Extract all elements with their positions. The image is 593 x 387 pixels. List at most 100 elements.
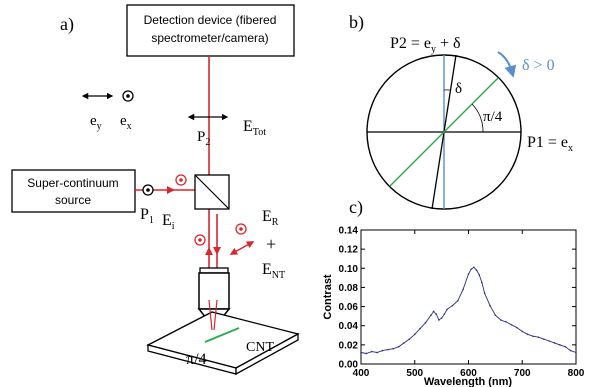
up-arrowhead: [205, 247, 213, 255]
ex-circle: [122, 90, 134, 102]
chart-y-tick-label: 0.10: [339, 264, 359, 275]
chart-data-point: [408, 338, 411, 340]
chart-data-point: [478, 274, 481, 276]
chart-data-point: [505, 321, 507, 323]
delta-positive-label: δ > 0: [522, 57, 555, 74]
ent-polarization-arrow: [229, 241, 255, 255]
chart-x-axis-label: Wavelength (nm): [424, 376, 513, 387]
chart-data-point: [559, 344, 561, 346]
source-box-line2: source: [55, 193, 91, 207]
ei-label: Ei: [162, 212, 175, 232]
chart-data-point: [403, 342, 405, 344]
p2-label: P2: [197, 129, 210, 148]
chart-data-point: [438, 319, 440, 321]
input-beam-arrowhead: [167, 186, 175, 194]
chart-y-tick-label: 0.00: [339, 360, 359, 371]
chart-data-point: [424, 322, 427, 324]
ex-dot: [126, 94, 130, 98]
sample-angle-label: π/4: [186, 351, 207, 368]
chart-data-point: [435, 313, 438, 316]
chart-data-point: [446, 308, 448, 311]
chart-data-point: [510, 323, 513, 326]
er-polarization-dot: [198, 238, 202, 242]
chart-data-point: [481, 281, 483, 284]
p1-label: P1: [140, 206, 154, 226]
sample-top: [146, 311, 300, 369]
chart-y-tick-label: 0.12: [339, 245, 359, 256]
rotation-arrow: [497, 51, 517, 78]
chart-y-tick-label: 0.02: [339, 340, 359, 351]
chart-data-point: [376, 351, 378, 354]
cnt-label: CNT: [246, 340, 274, 355]
chart-y-axis-label: Contrast: [322, 274, 334, 320]
p1-polarizer-dot: [146, 188, 150, 192]
chart-data-point: [473, 266, 475, 269]
panel-a: a) Detection device (fibered spectromete…: [11, 4, 300, 376]
chart-data-point: [470, 268, 472, 271]
chart-data-point: [569, 349, 572, 352]
ey-label: ey: [90, 113, 102, 132]
etot-label: ETot: [243, 118, 266, 138]
chart-data-point: [475, 269, 478, 272]
chart-data-point: [575, 351, 577, 354]
down-arrowhead: [213, 247, 221, 255]
chart-data-point: [360, 351, 362, 354]
diagonal-axis: [389, 77, 499, 187]
p1-equation: P1 = ex: [527, 134, 573, 154]
chart-data-point: [489, 304, 491, 307]
focus-beam-left: [208, 299, 213, 331]
chart-data-point: [537, 336, 540, 339]
objective-body: [198, 272, 230, 310]
chart-x-tick-label: 700: [514, 368, 531, 379]
chart-x-tick-label: 800: [568, 368, 585, 379]
sample-side: [235, 332, 299, 376]
chart-y-ticks: 0.00 0.02 0.04 0.06 0.08 0.10 0.12 0.14: [339, 226, 576, 371]
chart-data-point: [548, 340, 550, 342]
chart-series-points: [360, 266, 577, 355]
chart-data-point: [397, 345, 400, 348]
chart-data-point: [516, 326, 518, 329]
detection-box-line2: spectrometer/camera): [151, 31, 268, 45]
chart-data-point: [381, 349, 384, 352]
chart-x-tick-label: 600: [460, 368, 477, 379]
chart-x-tick-label: 500: [406, 368, 423, 379]
pi4-arc: [471, 103, 484, 133]
chart-x-ticks: 400 500 600 700 800: [353, 230, 585, 379]
chart-data-point: [456, 300, 459, 302]
chart-data-point: [494, 314, 497, 316]
panel-b: b) P2 = ey + δ δ > 0 δ π/4 P1 = ex: [349, 12, 573, 210]
chart-y-tick-label: 0.04: [339, 321, 359, 332]
chart-data-point: [419, 327, 421, 330]
chart-data-point: [440, 317, 443, 319]
chart-data-point: [542, 338, 545, 340]
beam-splitter-diagonal: [194, 174, 230, 210]
chart-data-point: [451, 304, 454, 307]
er-label: ER: [262, 208, 279, 228]
chart-data-point: [430, 314, 432, 316]
chart-data-point: [387, 348, 389, 351]
panel-b-label: b): [349, 12, 364, 33]
panel-c-label: c): [349, 197, 363, 218]
chart-data-point: [553, 342, 556, 344]
detection-box-line1: Detection device (fibered: [144, 13, 277, 27]
chart-data-point: [521, 330, 524, 333]
chart-data-point: [526, 333, 529, 336]
chart-data-point: [499, 319, 502, 321]
p2-equation: P2 = ey + δ: [390, 35, 461, 55]
chart-data-point: [413, 333, 416, 336]
cnt-line: [204, 327, 240, 343]
chart-y-tick-label: 0.08: [339, 283, 359, 294]
chart-data-point: [443, 313, 446, 316]
chart-data-point: [365, 352, 368, 355]
ent-polarization-dot: [239, 227, 243, 231]
chart-x-tick-label: 400: [353, 368, 370, 379]
chart-y-tick-label: 0.06: [339, 302, 359, 313]
delta-small-label: δ: [455, 81, 462, 97]
ent-label: ENT: [262, 261, 285, 281]
chart-data-point: [564, 345, 567, 348]
chart-data-point: [467, 273, 470, 275]
pi4-label: π/4: [483, 109, 503, 125]
chart-data-point: [392, 347, 395, 350]
plus-sign: +: [266, 234, 276, 254]
